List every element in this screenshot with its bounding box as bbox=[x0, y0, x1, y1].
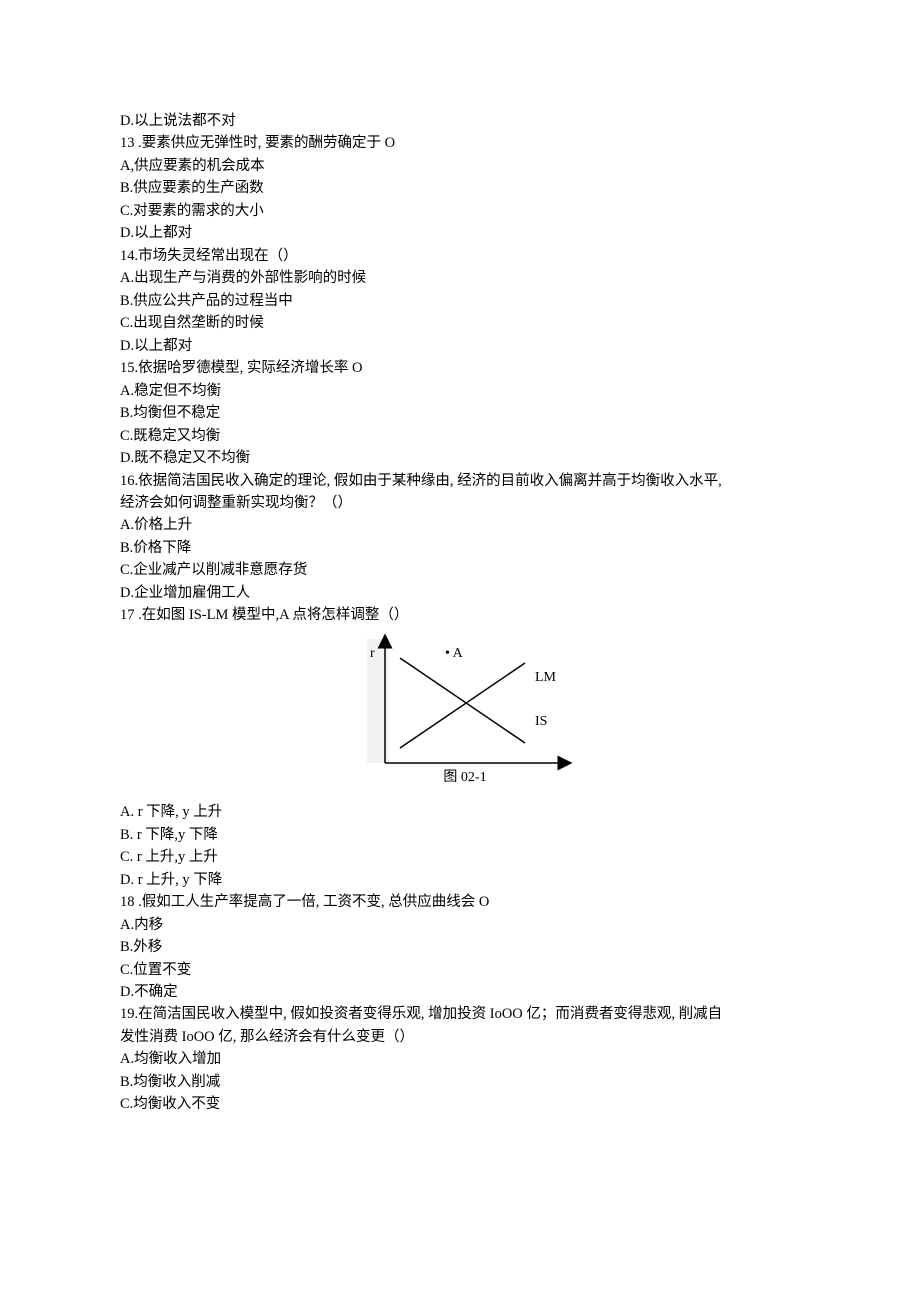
svg-text:LM: LM bbox=[535, 670, 557, 685]
svg-text:IS: IS bbox=[535, 714, 547, 729]
text-line: C.企业减产以削减非意愿存货 bbox=[120, 559, 800, 581]
is-lm-chart: r • A LM IS 图 02-1 bbox=[330, 633, 590, 788]
svg-text:• A: • A bbox=[445, 646, 464, 661]
text-line: C.对要素的需求的大小 bbox=[120, 200, 800, 222]
text-line: B.供应公共产品的过程当中 bbox=[120, 290, 800, 312]
text-line: A. r 下降, y 上升 bbox=[120, 801, 800, 823]
text-line: 19.在简洁国民收入模型中, 假如投资者变得乐观, 增加投资 IoOO 亿；而消… bbox=[120, 1003, 800, 1025]
text-line: 15.依据哈罗德模型, 实际经济增长率 O bbox=[120, 357, 800, 379]
text-line: A.出现生产与消费的外部性影响的时候 bbox=[120, 267, 800, 289]
text-line: 16.依据简洁国民收入确定的理论, 假如由于某种缘由, 经济的目前收入偏离并高于… bbox=[120, 470, 800, 492]
text-line: D. r 上升, y 下降 bbox=[120, 869, 800, 891]
document-page: D.以上说法都不对 13 .要素供应无弹性时, 要素的酬劳确定于 O A,供应要… bbox=[0, 0, 920, 1176]
text-line: B.均衡收入削减 bbox=[120, 1071, 800, 1093]
text-line: B.均衡但不稳定 bbox=[120, 402, 800, 424]
svg-text:r: r bbox=[370, 646, 375, 661]
svg-text:图 02-1: 图 02-1 bbox=[443, 770, 486, 785]
text-line: B.外移 bbox=[120, 936, 800, 958]
text-line: 17 .在如图 IS-LM 模型中,A 点将怎样调整（） bbox=[120, 604, 800, 626]
text-line: D.企业增加雇佣工人 bbox=[120, 582, 800, 604]
text-line: 13 .要素供应无弹性时, 要素的酬劳确定于 O bbox=[120, 132, 800, 154]
text-line: B.价格下降 bbox=[120, 537, 800, 559]
text-line: 14.市场失灵经常出现在（） bbox=[120, 245, 800, 267]
text-line: D.不确定 bbox=[120, 981, 800, 1003]
text-line: 发性消费 IoOO 亿, 那么经济会有什么变更（） bbox=[120, 1026, 800, 1048]
text-line: C.出现自然垄断的时候 bbox=[120, 312, 800, 334]
text-line: D.以上都对 bbox=[120, 335, 800, 357]
text-line: A,供应要素的机会成本 bbox=[120, 155, 800, 177]
text-line: B. r 下降,y 下降 bbox=[120, 824, 800, 846]
text-line: C.均衡收入不变 bbox=[120, 1093, 800, 1115]
text-line: D.以上都对 bbox=[120, 222, 800, 244]
text-line: A.内移 bbox=[120, 914, 800, 936]
text-line: A.稳定但不均衡 bbox=[120, 380, 800, 402]
text-line: C. r 上升,y 上升 bbox=[120, 846, 800, 868]
text-line: C.既稳定又均衡 bbox=[120, 425, 800, 447]
text-line: D.既不稳定又不均衡 bbox=[120, 447, 800, 469]
text-line: D.以上说法都不对 bbox=[120, 110, 800, 132]
text-line: A.均衡收入增加 bbox=[120, 1048, 800, 1070]
text-line: B.供应要素的生产函数 bbox=[120, 177, 800, 199]
text-line: 18 .假如工人生产率提高了一倍, 工资不变, 总供应曲线会 O bbox=[120, 891, 800, 913]
is-lm-figure: r • A LM IS 图 02-1 bbox=[120, 633, 800, 795]
text-line: C.位置不变 bbox=[120, 959, 800, 981]
text-line: 经济会如何调整重新实现均衡？（） bbox=[120, 492, 800, 514]
text-line: A.价格上升 bbox=[120, 514, 800, 536]
